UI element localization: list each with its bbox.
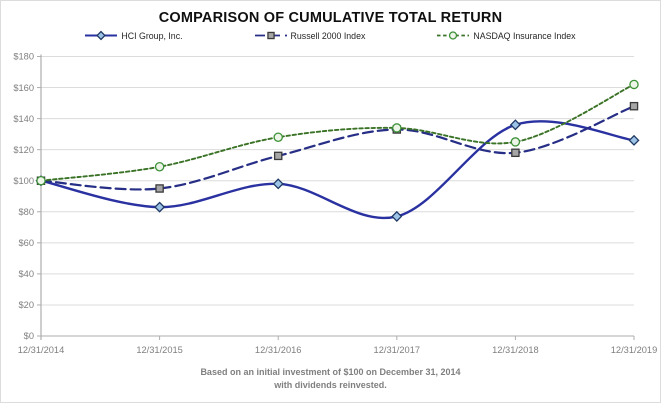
y-axis-tick-label: $180 bbox=[13, 52, 34, 62]
hci-group-data-point-marker bbox=[509, 119, 521, 131]
y-axis-tick-label: $60 bbox=[18, 238, 34, 248]
russell-2000-data-point-marker bbox=[511, 148, 520, 158]
russell-2000-data-point-marker bbox=[273, 151, 283, 161]
footnote-line-1: Based on an initial investment of $100 o… bbox=[200, 367, 461, 377]
series-line-russell-2000 bbox=[39, 105, 636, 191]
legend-label-hci-group: HCI Group, Inc. bbox=[121, 30, 183, 41]
hci-group-data-point-marker bbox=[96, 30, 107, 41]
x-axis-tick-label: 12/31/2017 bbox=[374, 345, 421, 355]
legend-label-nasdaq-insurance: NASDAQ Insurance Index bbox=[473, 30, 576, 41]
x-axis-tick-label: 12/31/2015 bbox=[136, 345, 183, 355]
hci-group-data-point-marker bbox=[628, 134, 640, 146]
russell-2000-data-point-marker bbox=[266, 31, 275, 40]
hci-group-data-point-marker bbox=[272, 178, 284, 190]
russell-2000-line-marker-icon bbox=[254, 31, 287, 40]
x-axis-tick-label: 12/31/2018 bbox=[492, 345, 539, 355]
y-axis-tick-label: $0 bbox=[24, 331, 34, 341]
nasdaq-insurance-data-point-marker bbox=[392, 123, 402, 133]
chart-title: COMPARISON OF CUMULATIVE TOTAL RETURN bbox=[158, 10, 503, 26]
y-axis-tick-label: $80 bbox=[18, 207, 34, 217]
nasdaq-insurance-data-point-marker bbox=[449, 31, 458, 40]
series-line-nasdaq-insurance bbox=[40, 83, 635, 182]
y-axis-tick-label: $20 bbox=[18, 300, 34, 310]
y-axis-tick-label: $160 bbox=[13, 83, 34, 93]
nasdaq-insurance-data-point-marker bbox=[629, 79, 639, 90]
nasdaq-insurance-data-point-marker bbox=[510, 137, 521, 147]
russell-2000-data-point-marker bbox=[629, 101, 639, 111]
x-axis-tick-label: 12/31/2014 bbox=[18, 345, 65, 355]
nasdaq-insurance-line-marker-icon bbox=[437, 31, 470, 40]
legend-item-nasdaq-insurance: NASDAQ Insurance Index bbox=[437, 30, 576, 41]
chart-footnote: Based on an initial investment of $100 o… bbox=[1, 366, 660, 392]
x-axis-tick-label: 12/31/2016 bbox=[255, 345, 302, 355]
chart-legend: HCI Group, Inc. Russell 2000 Index NASDA… bbox=[1, 30, 660, 41]
nasdaq-insurance-data-point-marker bbox=[273, 132, 283, 142]
y-axis-tick-label: $100 bbox=[13, 176, 34, 186]
footnote-line-2: with dividends reinvested. bbox=[274, 380, 387, 390]
y-axis-tick-label: $140 bbox=[13, 114, 34, 124]
hci-group-data-point-marker bbox=[154, 201, 166, 213]
y-axis-tick-label: $40 bbox=[18, 269, 34, 279]
russell-2000-data-point-marker bbox=[155, 184, 164, 193]
x-axis-tick-label: 12/31/2019 bbox=[611, 345, 658, 355]
series-line-hci-group bbox=[39, 120, 636, 220]
legend-label-russell-2000: Russell 2000 Index bbox=[290, 30, 366, 41]
y-axis-tick-label: $120 bbox=[13, 145, 34, 155]
nasdaq-insurance-data-point-marker bbox=[36, 175, 46, 186]
hci-group-line-marker-icon bbox=[85, 30, 118, 41]
legend-item-russell-2000: Russell 2000 Index bbox=[254, 30, 366, 41]
hci-group-data-point-marker bbox=[391, 210, 403, 222]
nasdaq-insurance-data-point-marker bbox=[154, 161, 165, 172]
legend-item-hci-group: HCI Group, Inc. bbox=[85, 30, 183, 41]
